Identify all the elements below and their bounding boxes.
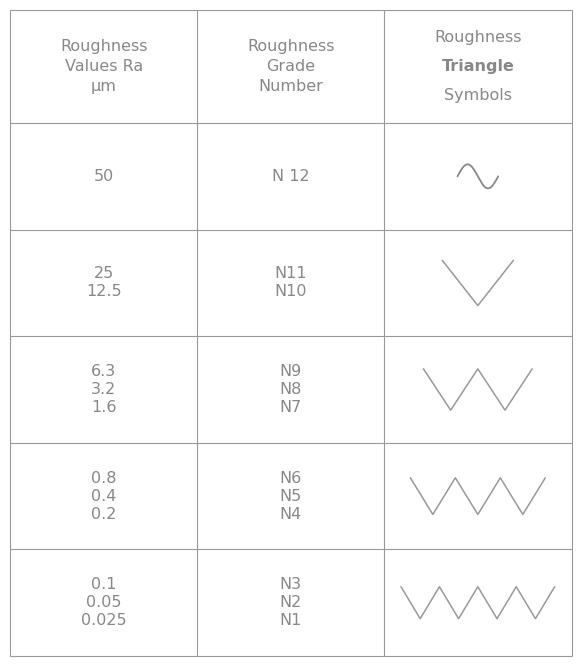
Text: 0.4: 0.4 [91,489,116,503]
Text: N6: N6 [279,471,302,486]
Text: N7: N7 [279,400,302,415]
Text: N10: N10 [275,284,307,300]
Text: N1: N1 [279,613,302,628]
Text: 0.1: 0.1 [91,577,116,592]
Text: 50: 50 [94,169,114,184]
Text: N11: N11 [274,266,307,282]
Text: Triangle: Triangle [441,59,514,74]
Text: N2: N2 [279,595,302,610]
Text: 0.2: 0.2 [91,507,116,521]
Text: 0.05: 0.05 [86,595,122,610]
Text: 1.6: 1.6 [91,400,116,415]
Text: 0.025: 0.025 [81,613,127,628]
Text: 6.3: 6.3 [91,364,116,379]
Text: 12.5: 12.5 [86,284,122,300]
Text: Roughness
Grade
Number: Roughness Grade Number [247,39,335,94]
Text: N4: N4 [279,507,302,521]
Text: N9: N9 [279,364,302,379]
Text: N8: N8 [279,382,302,397]
Text: N 12: N 12 [272,169,310,184]
Text: N5: N5 [279,489,302,503]
Text: Roughness: Roughness [434,30,521,45]
Text: 0.8: 0.8 [91,471,116,486]
Text: 3.2: 3.2 [91,382,116,397]
Text: Roughness
Values Ra
μm: Roughness Values Ra μm [60,39,148,94]
Text: Symbols: Symbols [444,89,512,103]
Text: 25: 25 [94,266,114,282]
Text: N3: N3 [280,577,302,592]
